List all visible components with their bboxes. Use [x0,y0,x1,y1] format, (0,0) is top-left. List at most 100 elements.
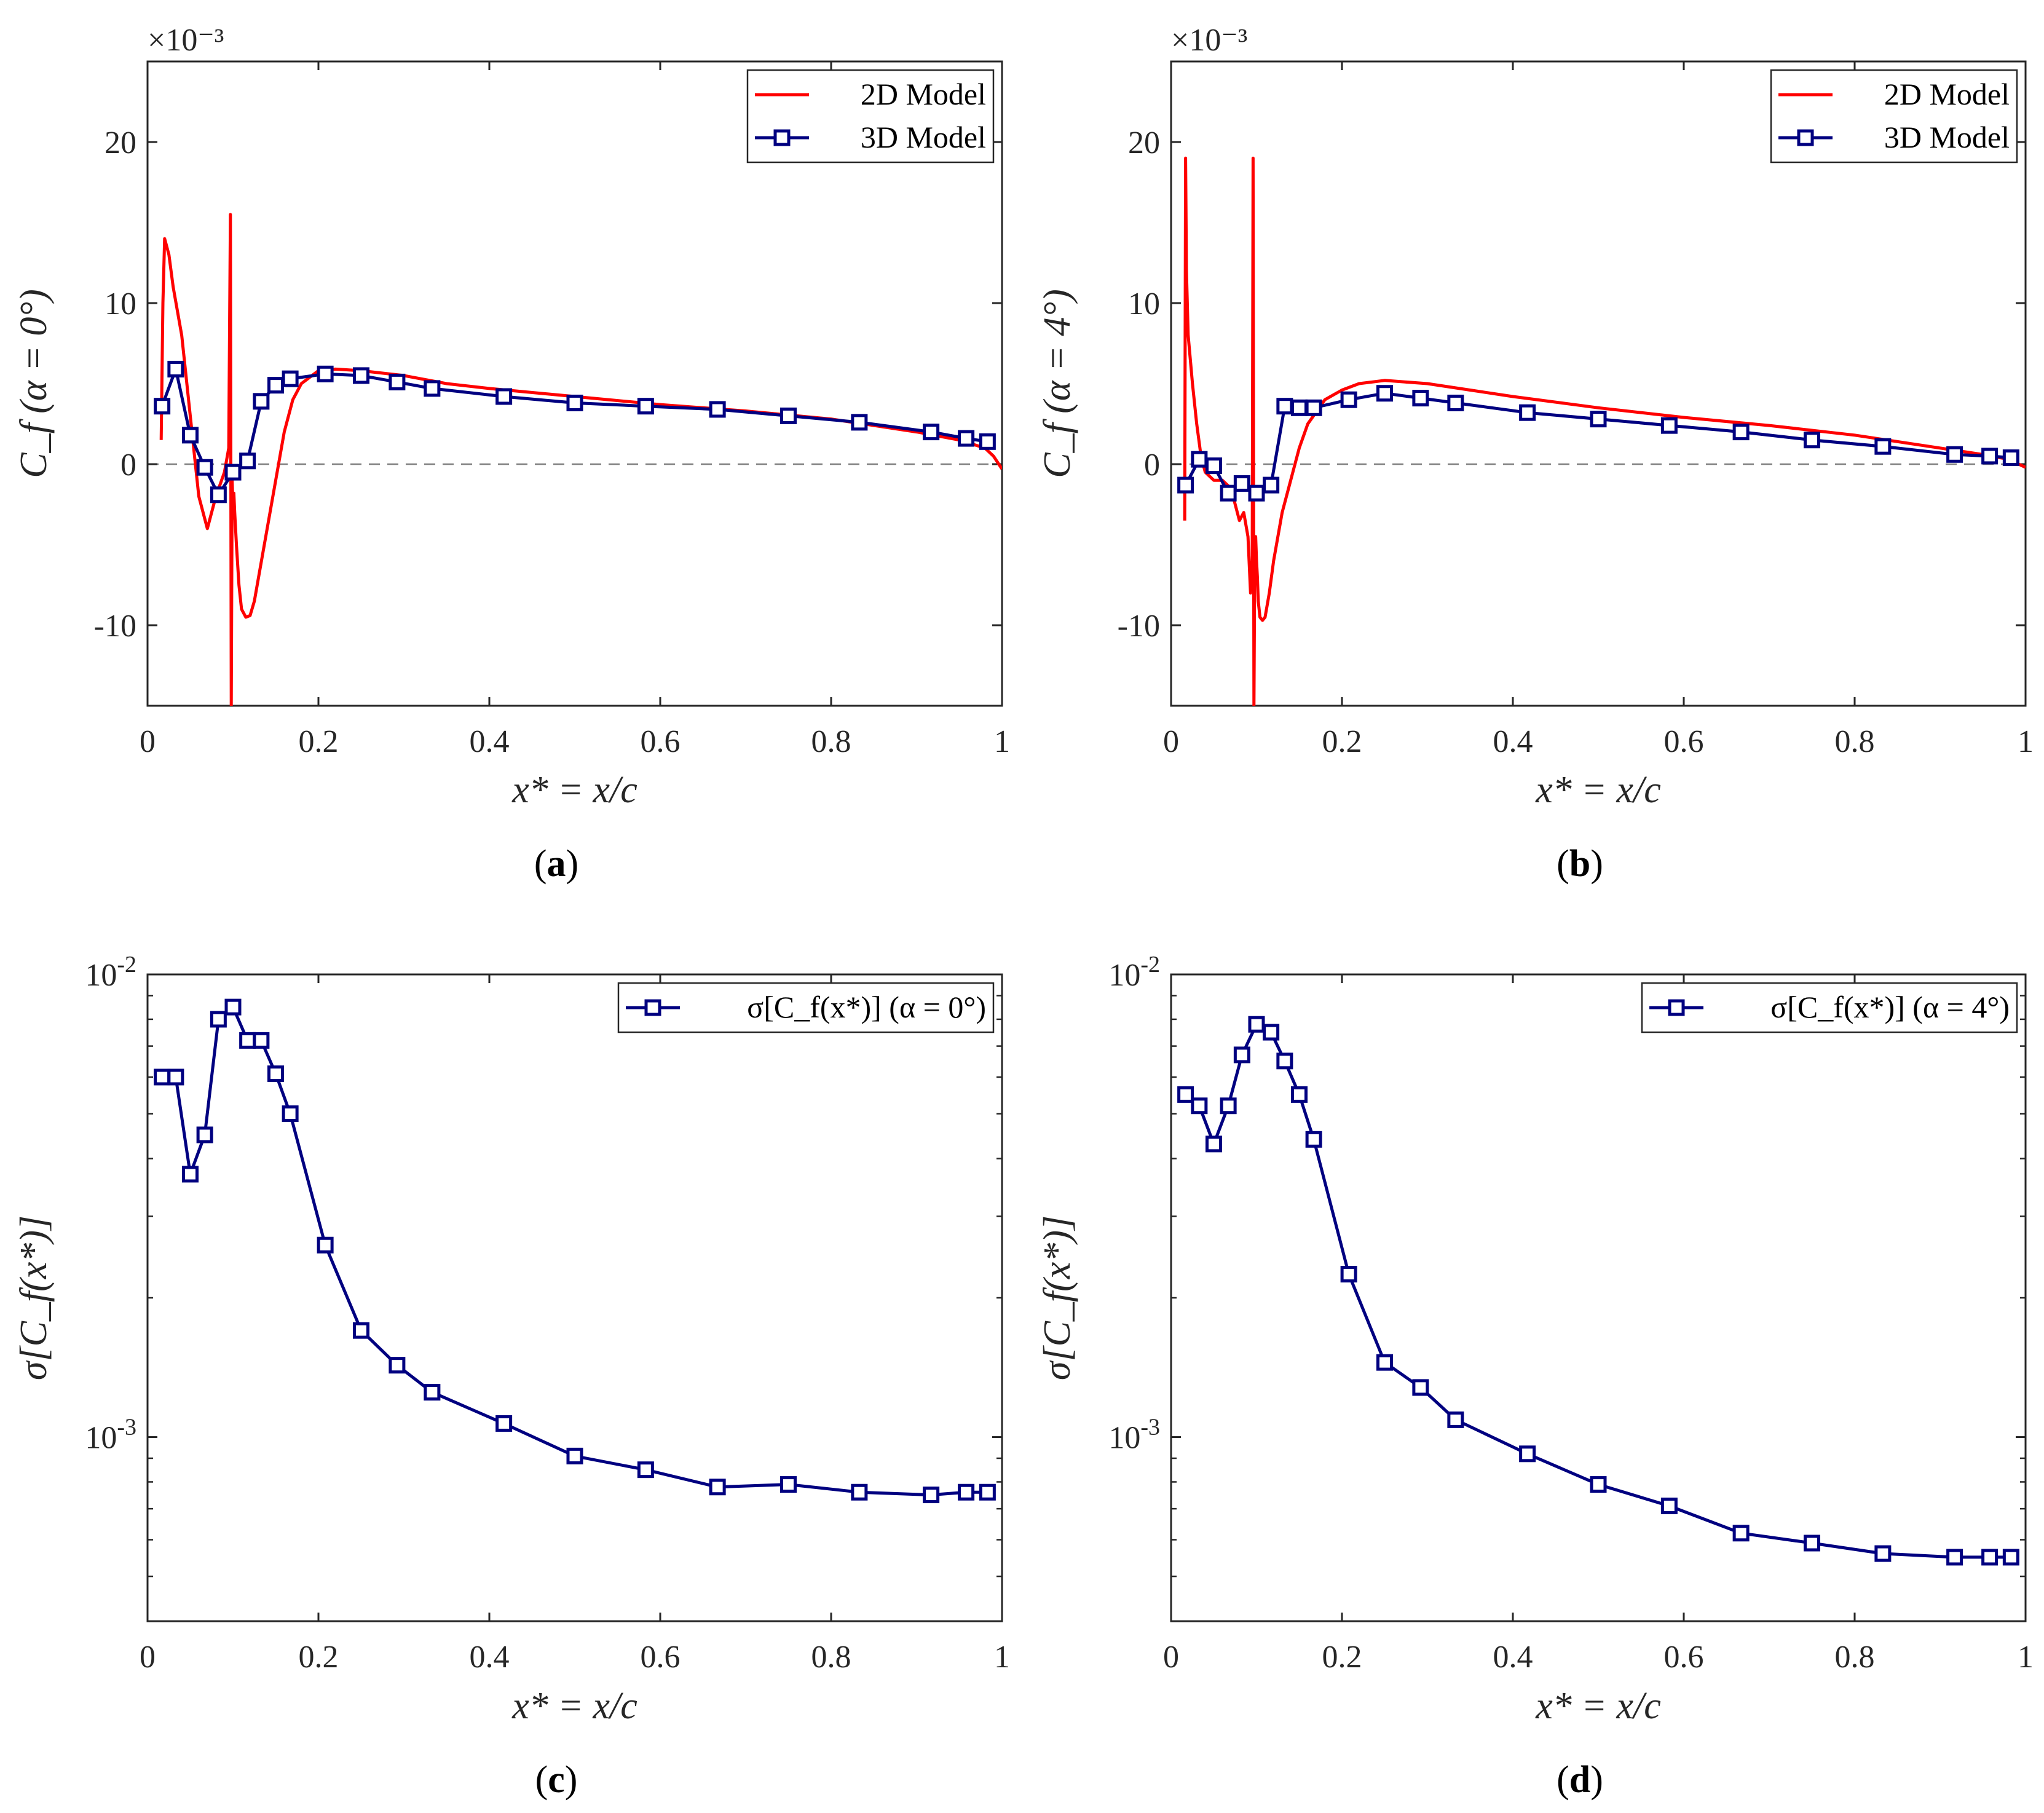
data-point [1191,451,1208,468]
data-point [958,1483,975,1501]
y-axis-label: C_f (α = 0°) [13,289,55,478]
x-axis-label: x* = x/c [511,1685,637,1727]
data-point [1519,1445,1536,1463]
panel-label: (d) [1557,1759,1603,1801]
data-point [154,1068,171,1086]
data-point [182,427,199,444]
data-point [1981,1549,1999,1566]
panel-d: 0 0.2 0.4 0.6 0.8 1 10-3 10-2 σ[C_f(x*)] (α = 4°… [1036,952,2034,1801]
y-tick-label: 20 [105,125,136,160]
data-point [1660,417,1678,434]
data-point [1233,475,1250,492]
plot-area [1177,156,2026,706]
data-point [167,360,184,377]
data-point [267,1065,284,1083]
data-point [1946,1549,1963,1566]
data-point [389,373,406,390]
data-point [1804,432,1820,449]
x-axis-label: x* = x/c [511,769,637,811]
data-point [182,1166,199,1183]
y-tick-label: 20 [1128,125,1160,160]
data-point [353,367,369,384]
y-axis-exponent: ×10⁻³ [1171,23,1247,58]
legend-box [617,982,995,1033]
data-point [267,377,284,394]
data-point [1263,476,1280,494]
data-point [282,1105,299,1123]
y-axis-exponent: ×10⁻³ [148,23,224,58]
data-point [958,430,975,447]
x-tick-label: 0 [140,724,156,759]
data-point [253,1032,270,1049]
data-point [167,1068,184,1086]
data-point [1276,398,1293,415]
data-point [923,1487,940,1504]
data-point [1376,1354,1393,1371]
data-point [210,1011,227,1028]
data-point [1205,1136,1222,1153]
y-tick-label: 10-3 [85,1415,136,1456]
data-point [566,1447,583,1464]
y-tick-label: 10-2 [85,952,136,993]
data-point [709,1479,726,1496]
data-point [1305,1131,1322,1148]
x-tick-label: 0.4 [1493,724,1533,759]
data-point [1291,1086,1308,1103]
legend: 2D Model 3D Model [1770,69,2018,164]
axes-box [1170,973,2027,1622]
panel-label: (c) [535,1759,578,1801]
x-tick-label: 1 [2018,724,2034,759]
x-tick-label: 0.8 [811,724,851,759]
x-axis-label: x* = x/c [1535,1685,1661,1727]
panel-c: 0 0.2 0.4 0.6 0.8 1 10-3 10-2 σ[C_f(x*)] (α = 0°… [13,952,1010,1801]
data-point [1447,1411,1464,1428]
plot-area [154,998,996,1504]
data-point [239,1032,256,1049]
legend-box [1770,69,2018,164]
data-point [2002,449,2019,467]
data-point [1590,1476,1607,1493]
data-point [389,1357,406,1374]
data-point [1412,1379,1429,1396]
data-point [1233,1046,1250,1064]
data-point [1376,385,1393,402]
data-point [1732,424,1750,441]
data-point [317,365,334,382]
data-point [1981,448,1999,465]
data-point [1519,404,1536,421]
data-point [1412,390,1429,407]
data-point [637,1461,654,1479]
x-tick-label: 0.6 [641,724,681,759]
data-point [709,401,726,418]
data-point [780,1476,797,1493]
data-point [2002,1549,2019,1566]
data-point [1220,484,1237,502]
data-point [253,393,270,410]
data-point [1660,1497,1678,1514]
data-point [495,1415,513,1432]
data-point [1874,1545,1892,1562]
data-point [1177,1086,1194,1103]
y-axis-label: σ[C_f(x*)] [1036,1215,1078,1380]
data-point [224,998,242,1016]
data-point [1946,446,1963,463]
x-tick-label: 0.4 [470,1640,510,1675]
y-tick-label: 10-3 [1108,1415,1160,1456]
data-point [424,1384,441,1401]
data-point [1447,394,1464,411]
data-point [1340,1266,1357,1283]
data-point [1804,1535,1820,1552]
legend-box [746,69,995,164]
legend: 2D Model 3D Model [746,69,995,164]
legend-box [1641,982,2018,1033]
series-line-2d-model [1183,156,2026,706]
data-point [1305,399,1322,416]
axes-box [1170,60,2027,707]
data-point [239,452,256,470]
legend-marker [1668,999,1685,1016]
data-point [224,464,242,481]
x-tick-label: 0.8 [1835,724,1875,759]
data-point [1191,1097,1208,1115]
data-point [317,1236,334,1254]
